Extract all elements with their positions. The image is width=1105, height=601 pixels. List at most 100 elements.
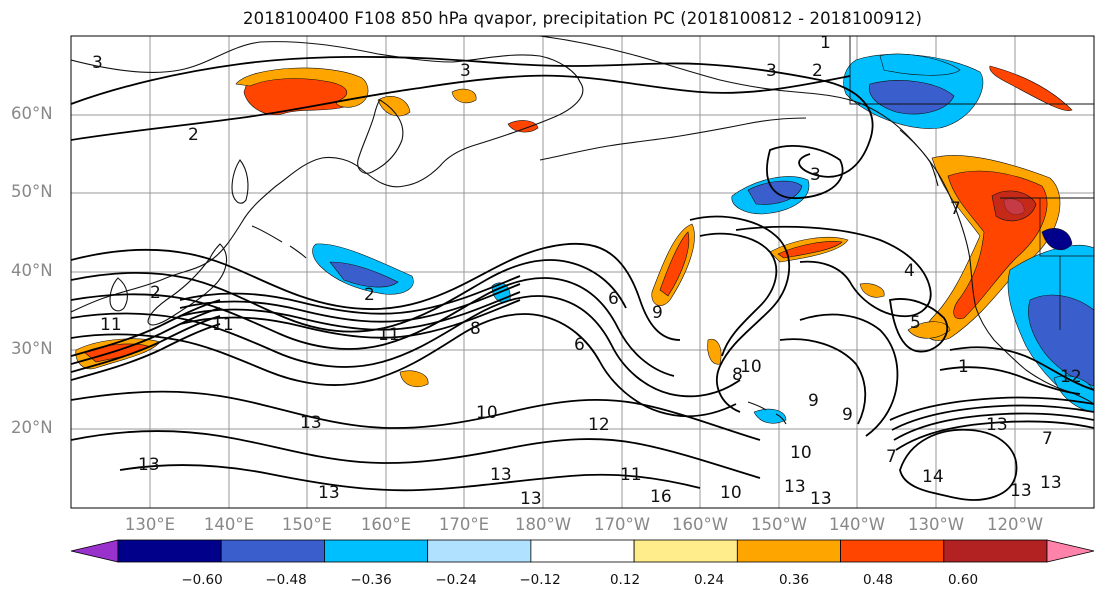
contour-label: 13 [318, 483, 340, 503]
neg-anomaly-ak-north [879, 53, 961, 76]
pos-anomaly-aleutian [451, 88, 477, 104]
chart-title: 2018100400 F108 850 hPa qvapor, precipit… [243, 9, 922, 28]
colorbar-segment [324, 539, 429, 563]
contour-east-jet-1 [889, 396, 1094, 421]
colorbar-tick: −0.36 [350, 572, 392, 588]
lon-label: 150°W [750, 515, 808, 534]
contour-label: 13 [138, 455, 160, 475]
coast-asia [71, 41, 584, 313]
contour-label: 13 [1010, 481, 1032, 501]
colorbar-segment [633, 539, 738, 563]
lon-label: 160°W [671, 515, 729, 534]
colorbar-segment [117, 539, 222, 563]
contour-label: 8 [732, 365, 743, 385]
contour-east-jet-4 [895, 420, 1094, 451]
contour-label: 7 [1042, 429, 1053, 449]
colorbar-segment [530, 539, 635, 563]
contour-label: 10 [476, 403, 498, 423]
contour-japan-bundle-2 [71, 307, 221, 365]
border-states [1039, 198, 1094, 330]
pos-anomaly-bcs [859, 283, 885, 298]
contour-5-east [888, 298, 949, 353]
contour-central-swirl-2 [699, 232, 778, 357]
contour-label: 5 [910, 313, 921, 333]
contour-japan-bundle-3 [71, 315, 221, 373]
contour-label: 2 [364, 285, 375, 305]
contour-labels: 1 2 2 3 3 3 3 2 4 5 7 6 6 9 8 8 9 10 10 … [92, 33, 1082, 509]
lon-label: 170°E [438, 515, 490, 534]
colorbar-extend-high [1046, 539, 1095, 563]
coast-kamchatka [357, 99, 404, 174]
contour-7-west [71, 259, 627, 333]
contour-label: 11 [212, 315, 234, 335]
contour-label: 3 [92, 53, 103, 73]
contour-east-subtrop [779, 338, 867, 425]
contour-label: 8 [470, 319, 481, 339]
contour-label: 7 [950, 199, 961, 219]
lat-label: 30°N [11, 339, 53, 358]
border-canada [849, 36, 1094, 105]
contour-label: 2 [150, 283, 161, 303]
contour-label: 3 [766, 61, 777, 81]
contour-9-jet [71, 295, 741, 398]
contour-12-south [71, 430, 761, 479]
pos-anomaly-siberia-edge [235, 67, 369, 108]
contour-11-south [71, 390, 761, 441]
coast-bc [899, 129, 939, 187]
pos-anomaly-subtrop [399, 370, 429, 387]
contour-label: 11 [378, 325, 400, 345]
contour-3-midpac [766, 145, 844, 200]
pos-anomaly-nw-jet [707, 338, 722, 365]
colorbar-tick: 0.48 [862, 572, 894, 588]
contour-label: 13 [300, 413, 322, 433]
contour-label: 6 [608, 289, 619, 309]
colorbar-segment [736, 539, 841, 563]
colorbar-tick: −0.12 [519, 572, 561, 588]
contour-label: 9 [652, 303, 663, 323]
contour-label: 13 [810, 489, 832, 509]
contour-jet-bundle-1 [179, 275, 521, 315]
colorbar-segment [943, 539, 1048, 563]
lon-label: 180°W [514, 515, 572, 534]
contour-japan-bundle-4 [71, 323, 221, 381]
colorbar-tick: 0.36 [778, 572, 810, 588]
colorbar-tick: 0.24 [693, 572, 725, 588]
lat-label: 60°N [11, 104, 53, 123]
pos-anomaly-alaska-streak [989, 65, 1073, 111]
lon-label: 140°W [828, 515, 886, 534]
contour-label: 10 [720, 483, 742, 503]
lon-label: 160°E [360, 515, 412, 534]
contour-label: 13 [1040, 473, 1062, 493]
contour-label: 13 [520, 489, 542, 509]
lat-label: 40°N [11, 261, 53, 280]
contour-6-west-jet [71, 243, 681, 341]
coast-us-west [993, 339, 1094, 405]
contour-jet-bundle-3 [179, 291, 521, 331]
contour-label: 14 [922, 467, 944, 487]
lon-label: 120°W [986, 515, 1044, 534]
neg-anomaly-cal-core [1041, 228, 1073, 251]
pos-anomaly-okhotsk [377, 96, 411, 117]
qvapor-contours [71, 55, 1094, 501]
colorbar-tick: 0.12 [609, 572, 641, 588]
contour-2-north [71, 74, 851, 141]
lat-label: 50°N [11, 182, 53, 201]
pos-anomaly-midpac-core [777, 241, 843, 259]
contour-japan-bundle-1 [71, 299, 221, 357]
contour-label: 7 [886, 447, 897, 467]
colorbar-segment [220, 539, 325, 563]
contour-label: 1 [820, 33, 831, 53]
colorbar-tick: 0.60 [947, 572, 979, 588]
pos-anomaly-bering [507, 120, 539, 133]
contour-4-midpac [735, 225, 932, 318]
contour-label: 13 [784, 477, 806, 497]
coast-aleutians [539, 117, 807, 161]
lon-label: 130°W [907, 515, 965, 534]
contour-13-south [119, 464, 701, 492]
contour-label: 11 [100, 315, 122, 335]
lon-label: 170°W [593, 515, 651, 534]
contour-label: 13 [490, 465, 512, 485]
colorbar [70, 539, 1095, 563]
contour-east-loop [899, 428, 1018, 501]
